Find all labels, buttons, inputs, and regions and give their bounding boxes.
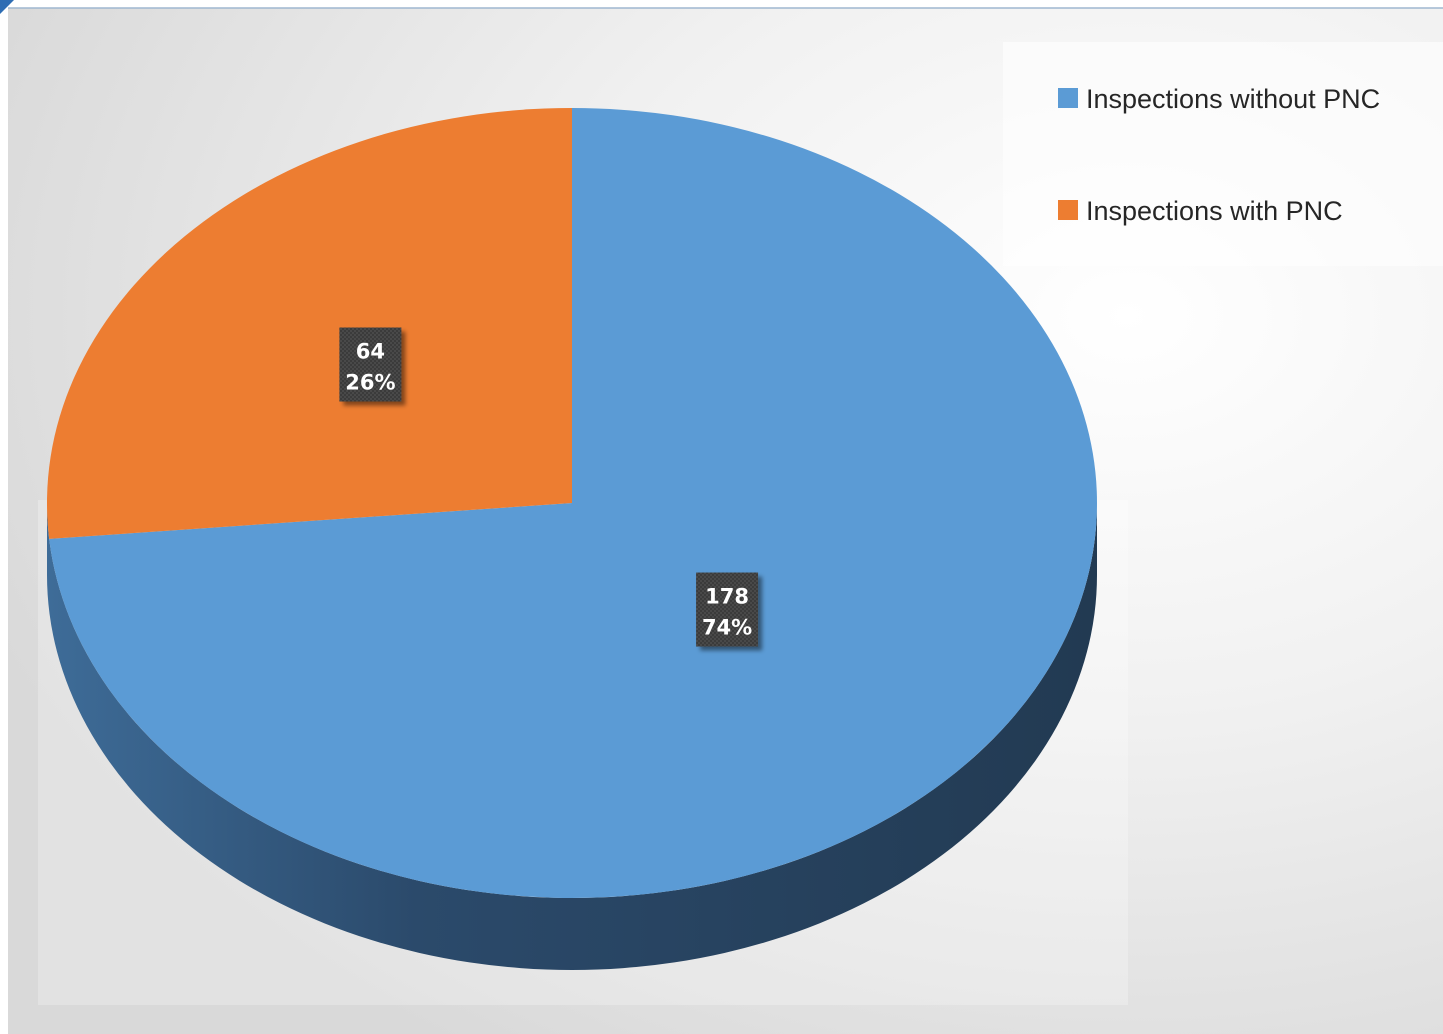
- data-label-value: 178: [705, 585, 749, 609]
- data-label-percent: 26%: [345, 371, 395, 395]
- data-label-percent: 74%: [702, 616, 752, 640]
- legend-item-inspections-without-pnc: Inspections without PNC: [1058, 84, 1380, 114]
- pie-slice-inspections-without-pnc: [49, 108, 1098, 898]
- pie-side-wall: [47, 503, 1097, 970]
- legend-swatch: [1058, 200, 1078, 220]
- legend-label: Inspections with PNC: [1086, 196, 1343, 226]
- legend-swatch: [1058, 88, 1078, 108]
- legend-box: [1003, 42, 1443, 266]
- legend: Inspections without PNC Inspections with …: [1058, 84, 1380, 226]
- pie-slice-inspections-with-pnc: [46, 108, 572, 539]
- data-label-box: [696, 572, 759, 647]
- pie-group: [46, 108, 1098, 970]
- left-border: [0, 0, 8, 1034]
- data-label-value: 64: [356, 340, 385, 364]
- top-border: [0, 0, 1443, 8]
- legend-item-inspections-with-pnc: Inspections with PNC: [1058, 196, 1343, 226]
- legend-label: Inspections without PNC: [1086, 84, 1380, 114]
- corner-accent: [0, 0, 14, 14]
- data-label-box: [339, 327, 402, 402]
